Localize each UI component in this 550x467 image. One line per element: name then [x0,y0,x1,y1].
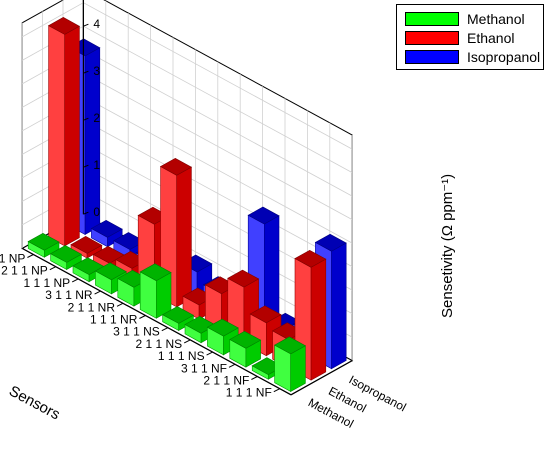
bar-methanol-0 [273,336,307,393]
x-tick-mark [94,290,101,295]
x-tick-mark [273,388,281,393]
y-tick-label: 0 [93,205,100,219]
y-tick-mark [83,117,89,121]
x-tick-mark [228,363,236,368]
x-tick-label: 3 1 1 NS [113,325,160,339]
x-tick-mark [139,315,146,319]
y-tick-label: 4 [93,17,100,31]
legend: Methanol Ethanol Isopropanol [396,4,544,70]
y-tick-label: 2 [93,111,100,125]
legend-swatch-isopropanol [405,50,459,64]
z-axis-line [290,360,353,396]
bar-methanol-5 [161,306,195,332]
bars [27,17,347,393]
bar-ethanol-6 [159,157,193,308]
x-tick-label: 1 1 1 NP [23,276,70,290]
x-tick-mark [183,339,191,344]
x-tick-mark [251,376,258,380]
legend-label-ethanol: Ethanol [467,30,515,46]
legend-swatch-methanol [405,12,459,26]
y-tick-label: 1 [93,158,100,172]
x-tick-mark [49,266,57,271]
legend-item-ethanol: Ethanol [405,29,514,47]
x-tick-label: 2 1 1 NP [1,264,48,278]
legend-label-isopropanol: Isopropanol [467,49,541,65]
y-tick-label: 3 [93,64,100,78]
legend-item-methanol: Methanol [405,10,525,28]
x-tick-mark [71,278,79,283]
bar-methanol-6 [139,263,172,319]
x-tick-label: 2 1 1 NF [203,374,249,388]
x-tick-label: 3 1 1 NP [0,252,25,266]
x-tick-mark [206,351,213,356]
y-tick-mark [83,211,89,215]
x-axis-line [21,247,292,396]
x-tick-mark [116,302,124,307]
x-tick-label: 1 1 1 NS [158,349,205,363]
x-tick-label: 3 1 1 NF [181,361,227,375]
y-tick-mark [83,164,89,168]
y-tick-mark [83,70,89,74]
x-tick-label: 3 1 1 NR [45,288,93,302]
y-axis-title: Sensetivity (Ω ppm⁻¹) [439,174,456,318]
x-tick-label: 1 1 1 NR [90,313,138,327]
legend-label-methanol: Methanol [467,11,525,27]
x-tick-label: 2 1 1 NR [68,300,116,314]
x-tick-label: 1 1 1 NF [226,386,272,400]
x-tick-label: 2 1 1 NS [135,337,182,351]
x-axis-title: Sensors [6,383,63,424]
y-tick-mark [83,23,89,27]
bar-methanol-2 [229,330,262,368]
bar-methanol-10 [49,245,83,271]
bar-ethanol-11 [47,17,81,247]
legend-swatch-ethanol [405,31,459,45]
x-tick-mark [161,327,169,332]
x-tick-mark [27,254,34,258]
legend-item-isopropanol: Isopropanol [405,48,540,66]
